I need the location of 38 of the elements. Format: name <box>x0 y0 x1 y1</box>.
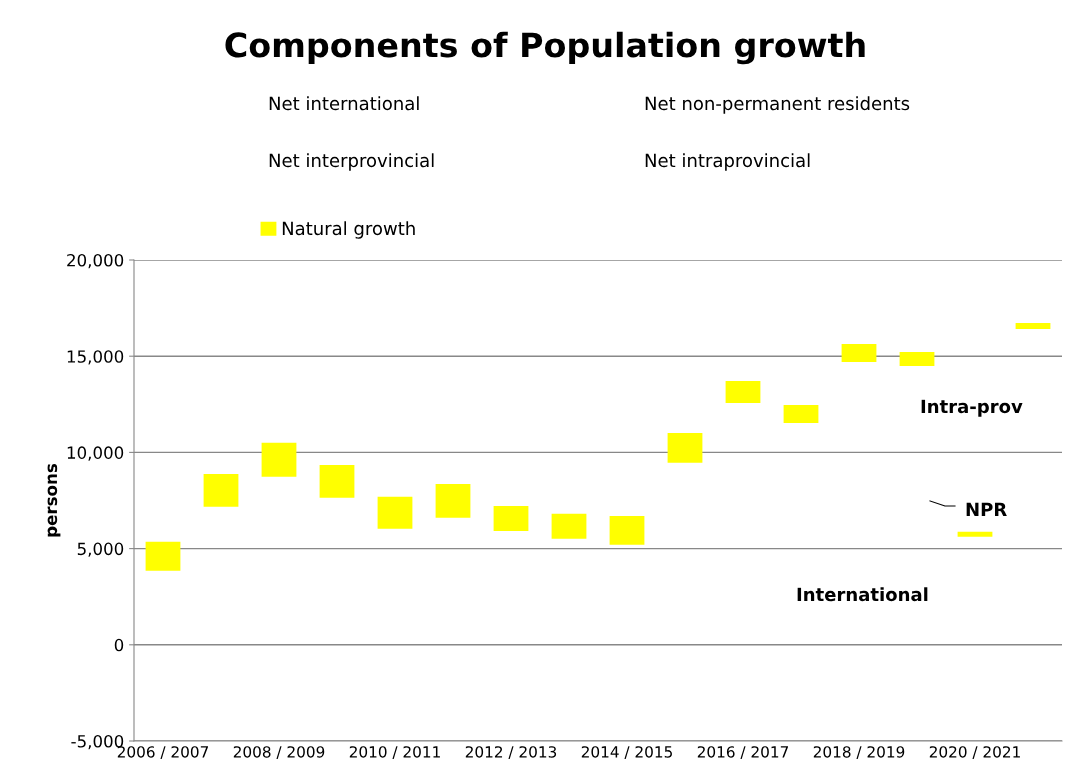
text: Net intraprovincial <box>645 153 810 171</box>
bar <box>609 515 645 545</box>
x-tick-label: 2016 / 2017 <box>697 746 789 759</box>
x-tick-label: 2014 / 2015 <box>581 746 672 759</box>
bar <box>493 505 529 531</box>
bar <box>725 381 761 403</box>
x-tick-label: 2010 / 2011 <box>349 746 440 759</box>
x-tick-label: 2012 / 2013 <box>465 746 557 759</box>
y-tick-label: 20,000 <box>67 253 124 269</box>
text: Net international <box>269 96 419 111</box>
legend-label: Natural growth <box>282 221 415 239</box>
bar <box>261 442 297 477</box>
annotation: International <box>797 587 928 602</box>
bar <box>899 351 935 367</box>
bar <box>957 531 993 537</box>
x-tick-label: 2020 / 2021 <box>929 746 1020 759</box>
y-axis-title: persons <box>47 463 61 537</box>
bar <box>667 432 703 463</box>
y-tick-label: 0 <box>114 638 124 652</box>
text: Net non-permanent residents <box>645 96 910 114</box>
bar <box>435 483 471 518</box>
bar <box>203 473 239 507</box>
x-tick-label: 2008 / 2009 <box>233 746 325 759</box>
y-tick-label: 10,000 <box>67 446 124 461</box>
y-tick-label: 15,000 <box>67 350 124 365</box>
bar <box>319 464 355 498</box>
annotation: NPR <box>966 502 1007 516</box>
bar <box>145 541 181 571</box>
annotation: Intra-prov <box>921 399 1023 417</box>
x-tick-label: 2018 / 2019 <box>813 746 905 759</box>
y-tick-label: 5,000 <box>77 542 124 557</box>
text: Net interprovincial <box>269 153 434 171</box>
bar <box>783 404 819 423</box>
bar <box>1015 322 1051 329</box>
chart-title: Components of Population growth <box>225 31 865 65</box>
bar <box>551 513 587 539</box>
bar <box>377 496 413 529</box>
bar <box>841 343 877 362</box>
